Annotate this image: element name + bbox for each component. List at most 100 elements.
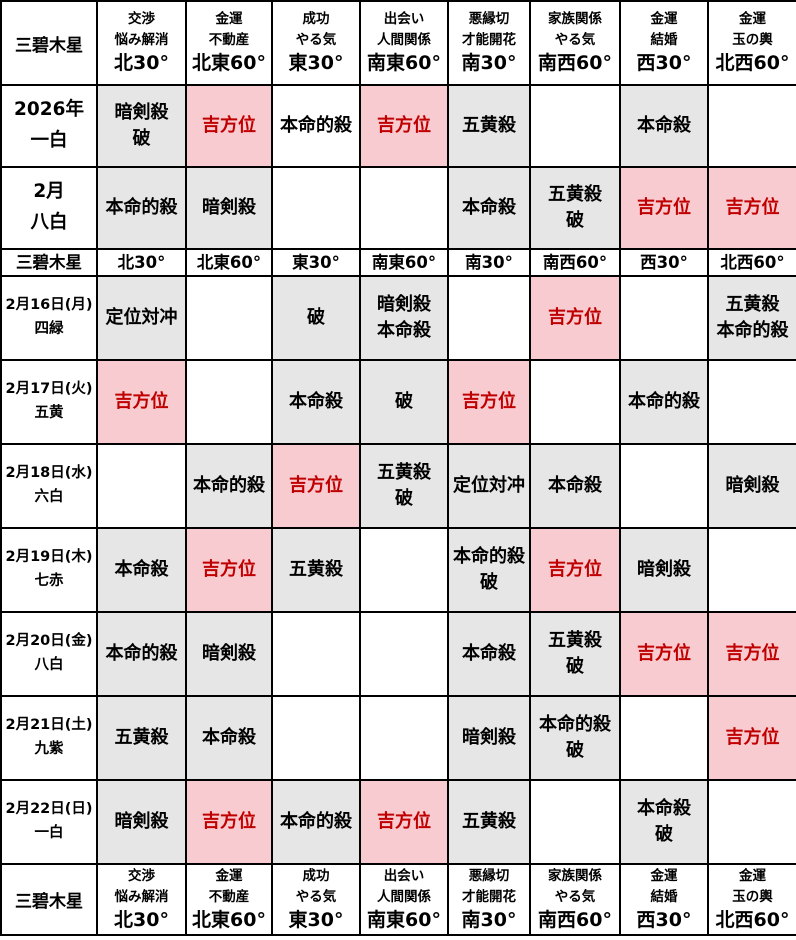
direction-benefit: やる気 — [295, 32, 337, 49]
fortune-cell: 本命的殺 — [96, 166, 187, 250]
direction-benefit: 人間関係 — [377, 32, 431, 49]
lucky-direction-cell: 吉方位 — [359, 779, 449, 865]
fortune-cell: 五黄殺破 — [529, 166, 621, 250]
label-line: 八白 — [30, 212, 68, 233]
label-line: 九紫 — [34, 741, 64, 757]
fortune-text: 暗剣殺 — [114, 101, 169, 123]
star-name-label: 三碧木星 — [16, 252, 82, 272]
direction-benefit: 玉の輿 — [732, 32, 773, 49]
fortune-cell — [447, 275, 531, 361]
fortune-cell: 本命殺 — [447, 166, 531, 250]
period-label: 2月 八白 — [0, 166, 98, 250]
direction-benefit: 才能開花 — [462, 888, 516, 905]
mid-direction-header: 南東60° — [359, 248, 449, 277]
label-line: 2月17日(火) — [5, 381, 93, 398]
direction-header: 金運 結婚 西30° — [619, 0, 709, 86]
fortune-text: 吉方位 — [289, 474, 343, 496]
direction-header: 金運玉の輿北西60° — [707, 0, 796, 86]
label-line: 五黄 — [34, 405, 64, 421]
fortune-cell: 暗剣殺 — [707, 443, 796, 529]
fortune-text: 本命殺 — [637, 797, 691, 819]
fortune-text: 破 — [395, 488, 413, 509]
fortune-text: 五黄殺 — [462, 114, 516, 136]
fortune-cell: 五黄殺 — [96, 695, 187, 781]
direction-benefit: 金運 — [215, 868, 243, 884]
direction-label: 南東60° — [367, 52, 441, 75]
date-label: 2月16日(月) 四緑 — [0, 275, 98, 361]
fortune-cell — [359, 695, 449, 781]
fortune-cell: 五黄殺 — [447, 779, 531, 865]
fortune-text: 暗剣殺 — [202, 196, 256, 218]
direction-label: 南30° — [461, 52, 517, 75]
lucky-direction-cell: 吉方位 — [359, 84, 449, 168]
fortune-text: 暗剣殺 — [202, 642, 256, 664]
star-name-label: 三碧木星 — [15, 892, 83, 913]
direction-benefit: 結婚 — [650, 32, 678, 49]
direction-benefit: 玉の輿 — [732, 888, 773, 905]
fortune-text: 本命殺 — [548, 474, 602, 496]
fortune-text: 破 — [480, 572, 498, 593]
fortune-cell — [529, 779, 621, 865]
fortune-text: 五黄殺 — [289, 558, 343, 580]
label-line: 2月21日(土) — [5, 717, 93, 734]
lucky-direction-cell: 吉方位 — [185, 527, 273, 613]
direction-benefit: 不動産 — [208, 888, 250, 905]
fortune-cell: 本命的殺破 — [529, 695, 621, 781]
mid-direction-header: 東30° — [271, 248, 361, 277]
fortune-cell: 定位対冲 — [96, 275, 187, 361]
fortune-text: 五黄殺 — [548, 183, 602, 205]
label-line: 七赤 — [34, 573, 64, 589]
direction-benefit: 悪縁切 — [468, 868, 510, 884]
direction-header: 成功 やる気 東30° — [271, 862, 361, 937]
fortune-text: 吉方位 — [202, 558, 256, 580]
direction-benefit: 交渉 — [128, 868, 155, 884]
direction-benefit: 人間関係 — [377, 888, 431, 905]
direction-header: 金運 不動産 北東60° — [185, 0, 273, 86]
fortune-text: 本命殺 — [377, 320, 431, 341]
fortune-text: 破 — [566, 210, 584, 231]
fortune-cell — [707, 779, 796, 865]
fortune-cell: 暗剣殺 本命殺 — [359, 275, 449, 361]
mid-direction-header: 北西60° — [707, 248, 796, 277]
fortune-cell: 本命殺 — [529, 443, 621, 529]
fortune-cell — [359, 527, 449, 613]
fortune-text: 五黄殺 — [548, 629, 602, 651]
table-row: 三碧木星 交渉 悩み解消 北30° 金運 不動産 北東60° 成功 やる気 東30° 出会い 人間関係… — [0, 0, 796, 86]
direction-label: 北西60° — [715, 52, 790, 75]
period-label: 2026年 一白 — [0, 84, 98, 168]
fortune-text: 暗剣殺 — [462, 726, 516, 748]
date-label: 2月17日(火) 五黄 — [0, 359, 98, 445]
date-label: 2月20日(金) 八白 — [0, 611, 98, 697]
star-name-label: 三碧木星 — [15, 35, 83, 56]
table-row: 2月21日(土) 九紫 五黄殺 本命殺 暗剣殺 本命的殺破吉方位 — [0, 695, 796, 781]
fortune-cell: 破 — [359, 359, 449, 445]
table-row: 2月17日(火) 五黄 吉方位 本命殺 破 吉方位 本命的殺 — [0, 359, 796, 445]
fortune-cell — [529, 84, 621, 168]
direction-label: 南30° — [461, 908, 517, 931]
label-line: 八白 — [34, 657, 64, 673]
fortune-cell: 本命殺 — [447, 611, 531, 697]
label-line: 四緑 — [34, 321, 64, 337]
direction-label: 南東60° — [367, 908, 441, 931]
lucky-direction-cell: 吉方位 — [529, 527, 621, 613]
direction-benefit: 金運 — [739, 11, 766, 28]
direction-label: 北西60° — [715, 908, 790, 931]
table-row: 2月16日(月) 四緑 定位対冲 破 暗剣殺 本命殺 吉方位 五黄殺 本命的殺 — [0, 275, 796, 361]
lucky-direction-cell: 吉方位 — [529, 275, 621, 361]
direction-benefit: 才能開花 — [462, 32, 516, 49]
star-name-header: 三碧木星 — [0, 0, 98, 86]
direction-label: 西30° — [636, 52, 692, 75]
fortune-text: 本命的殺 — [193, 474, 265, 496]
direction-header: 交渉 悩み解消 北30° — [96, 862, 187, 937]
direction-header: 悪縁切 才能開花 南30° — [447, 0, 531, 86]
fortune-cell — [529, 359, 621, 445]
direction-label: 北30° — [114, 52, 169, 75]
date-label: 2月22日(日) 一白 — [0, 779, 98, 865]
direction-label: 北30° — [117, 252, 166, 272]
direction-label: 東30° — [288, 908, 344, 931]
fortune-cell: 本命殺 — [619, 84, 709, 168]
table-row: 2月 八白 本命的殺 暗剣殺 本命殺 五黄殺破吉方位 吉方位 — [0, 166, 796, 250]
fortune-text: 吉方位 — [725, 642, 780, 664]
table-row: 2月19日(木) 七赤 本命殺 吉方位 五黄殺 本命的殺破吉方位 暗剣殺 — [0, 527, 796, 613]
fortune-text: 吉方位 — [462, 390, 516, 412]
